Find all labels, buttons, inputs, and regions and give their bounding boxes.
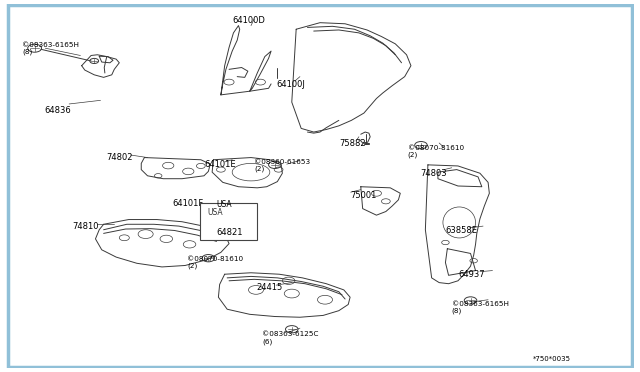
Text: ©08360-61653
(2): ©08360-61653 (2) bbox=[254, 159, 310, 172]
Text: 64101E: 64101E bbox=[204, 160, 236, 169]
Text: 64101F: 64101F bbox=[173, 199, 204, 208]
Text: *750*0035: *750*0035 bbox=[533, 356, 572, 362]
Text: 74802: 74802 bbox=[107, 153, 133, 162]
Text: 64100D: 64100D bbox=[232, 16, 265, 25]
Text: ©08363-6125C
(6): ©08363-6125C (6) bbox=[262, 331, 319, 344]
Text: 74810: 74810 bbox=[72, 222, 99, 231]
Bar bbox=[200, 203, 257, 240]
Text: USA: USA bbox=[216, 200, 232, 209]
Text: 63858E: 63858E bbox=[445, 226, 477, 235]
Text: ©08070-81610
(2): ©08070-81610 (2) bbox=[408, 145, 464, 158]
Text: ©08070-81610
(2): ©08070-81610 (2) bbox=[187, 256, 243, 269]
Text: 24415: 24415 bbox=[256, 283, 282, 292]
Text: USA: USA bbox=[207, 208, 223, 217]
Text: 74803: 74803 bbox=[420, 169, 447, 177]
Text: 64100J: 64100J bbox=[276, 80, 305, 89]
Text: 75882: 75882 bbox=[339, 139, 365, 148]
Text: 64821: 64821 bbox=[216, 228, 243, 237]
Text: 75001: 75001 bbox=[350, 191, 376, 200]
Text: ©08363-6165H
(8): ©08363-6165H (8) bbox=[452, 301, 509, 314]
Text: 64937: 64937 bbox=[458, 270, 484, 279]
Text: ©08363-6165H
(8): ©08363-6165H (8) bbox=[22, 42, 79, 55]
Text: 64836: 64836 bbox=[44, 106, 71, 115]
